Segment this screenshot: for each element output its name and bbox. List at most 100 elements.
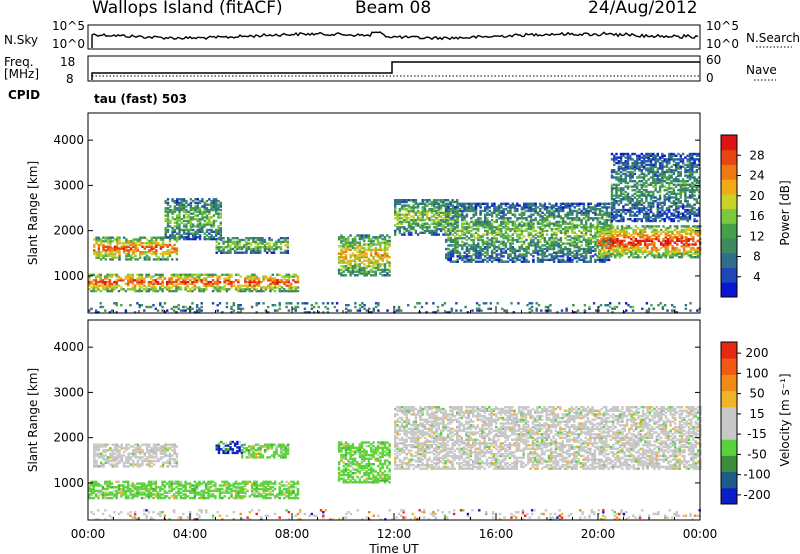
- heatmap-cell: [539, 253, 542, 256]
- heatmap-cell: [456, 237, 459, 240]
- heatmap-cell: [578, 249, 581, 253]
- heatmap-cell: [481, 222, 485, 225]
- heatmap-cell: [631, 163, 634, 167]
- heatmap-cell: [611, 243, 615, 246]
- heatmap-cell: [564, 204, 567, 207]
- heatmap-cell: [636, 187, 639, 190]
- heatmap-cell: [582, 237, 586, 240]
- heatmap-cell: [109, 238, 112, 241]
- heatmap-cell: [523, 206, 526, 209]
- heatmap-cell: [430, 204, 434, 207]
- heatmap-cell: [541, 206, 544, 209]
- heatmap-cell: [150, 282, 153, 286]
- heatmap-cell: [423, 229, 427, 233]
- heatmap-cell: [383, 256, 387, 259]
- heatmap-cell: [430, 231, 434, 234]
- heatmap-cell: [536, 260, 540, 263]
- heatmap-cell: [493, 202, 496, 205]
- heatmap-cell: [603, 260, 606, 263]
- heatmap-cell: [645, 180, 648, 183]
- heatmap-cell: [145, 273, 148, 276]
- heatmap-cell: [523, 242, 526, 245]
- heatmap-cell: [472, 222, 475, 225]
- heatmap-cell: [97, 256, 101, 259]
- heatmap-cell: [354, 256, 357, 259]
- heatmap-cell: [407, 199, 411, 202]
- heatmap-cell: [589, 238, 592, 242]
- heatmap-cell: [582, 202, 586, 205]
- heatmap-cell: [629, 207, 632, 210]
- heatmap-cell: [467, 229, 471, 233]
- heatmap-cell: [652, 165, 655, 168]
- heatmap-cell: [609, 254, 612, 257]
- heatmap-cell: [497, 206, 501, 209]
- heatmap-cell: [636, 199, 639, 203]
- heatmap-cell: [354, 243, 357, 246]
- heatmap-cell: [559, 206, 563, 209]
- heatmap-cell: [178, 232, 181, 235]
- heatmap-cell: [624, 161, 627, 165]
- heatmap-cell: [686, 180, 689, 183]
- heatmap-cell: [626, 192, 630, 195]
- heatmap-cell: [212, 198, 216, 201]
- heatmap-cell: [589, 246, 592, 249]
- heatmap-cell: [99, 280, 102, 284]
- heatmap-cell: [507, 206, 510, 209]
- heatmap-cell: [663, 218, 666, 221]
- heatmap-cell: [666, 234, 670, 237]
- heatmap-cell: [552, 256, 556, 260]
- heatmap-cell: [219, 203, 222, 206]
- heatmap-cell: [286, 244, 289, 247]
- heatmap-cell: [688, 152, 692, 156]
- heatmap-cell: [100, 258, 103, 261]
- heatmap-cell: [594, 247, 597, 251]
- heatmap-cell: [509, 206, 512, 209]
- heatmap-cell: [208, 223, 211, 226]
- heatmap-cell: [534, 242, 537, 245]
- heatmap-cell: [205, 228, 209, 232]
- heatmap-cell: [502, 237, 505, 240]
- heatmap-cell: [618, 239, 622, 243]
- heatmap-cell: [290, 284, 293, 287]
- heatmap-cell: [358, 256, 361, 259]
- heatmap-cell: [113, 256, 117, 259]
- heatmap-cell: [398, 213, 401, 216]
- heatmap-cell: [209, 282, 212, 286]
- heatmap-cell: [456, 199, 459, 202]
- heatmap-cell: [633, 160, 637, 163]
- heatmap-cell: [196, 198, 199, 201]
- heatmap-cell: [129, 247, 133, 250]
- heatmap-cell: [245, 242, 248, 245]
- heatmap-cell: [207, 273, 210, 276]
- heatmap-cell: [605, 211, 608, 214]
- heatmap-cell: [122, 245, 126, 248]
- heatmap-cell: [617, 156, 620, 159]
- heatmap-cell: [672, 187, 676, 190]
- heatmap-cell: [477, 204, 480, 207]
- heatmap-cell: [444, 233, 447, 236]
- heatmap-cell: [97, 254, 101, 257]
- heatmap-cell: [585, 224, 588, 227]
- heatmap-cell: [202, 284, 206, 287]
- heatmap-cell: [461, 244, 464, 247]
- heatmap-cell: [201, 230, 204, 233]
- heatmap-cell: [169, 225, 172, 228]
- heatmap-cell: [342, 250, 345, 253]
- heatmap-cell: [180, 205, 183, 208]
- heatmap-cell: [516, 256, 519, 260]
- heatmap-cell: [604, 230, 608, 233]
- heatmap-cell: [477, 224, 480, 227]
- heatmap-cell: [655, 228, 658, 232]
- heatmap-cell: [184, 288, 187, 291]
- heatmap-cell: [451, 255, 455, 258]
- heatmap-cell: [552, 233, 556, 236]
- heatmap-cell: [580, 258, 583, 262]
- heatmap-cell: [669, 227, 672, 230]
- heatmap-cell: [658, 181, 662, 185]
- heatmap-cell: [178, 227, 181, 230]
- heatmap-cell: [488, 242, 491, 245]
- heatmap-cell: [141, 252, 144, 256]
- heatmap-cell: [463, 208, 466, 211]
- heatmap-cell: [610, 174, 614, 177]
- heatmap-cell: [502, 242, 505, 245]
